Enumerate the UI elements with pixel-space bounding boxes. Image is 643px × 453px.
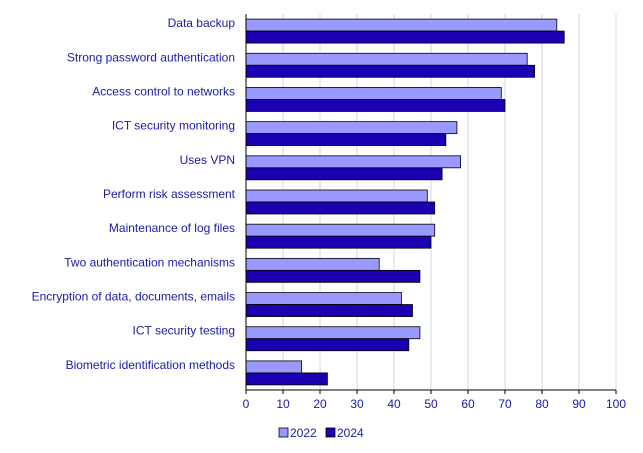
bar-2022 bbox=[245, 257, 380, 271]
bar-2022 bbox=[245, 189, 428, 203]
bar-2024 bbox=[245, 201, 436, 215]
axes bbox=[245, 14, 617, 394]
category-label: Strong password authentication bbox=[67, 50, 235, 64]
category-label: Two authentication mechanisms bbox=[64, 255, 235, 269]
bar-2022 bbox=[245, 87, 502, 100]
bar-2024 bbox=[245, 30, 565, 44]
bar-2022 bbox=[245, 326, 421, 340]
category-label: ICT security testing bbox=[133, 324, 235, 338]
category-label: Biometric identification methods bbox=[66, 358, 235, 372]
category-label: ICT security monitoring bbox=[112, 119, 235, 133]
x-tick-label: 90 bbox=[572, 397, 586, 411]
x-tick-label: 30 bbox=[350, 397, 364, 411]
x-tick-label: 0 bbox=[243, 397, 250, 411]
legend-swatch-2022 bbox=[278, 427, 289, 438]
category-label: Encryption of data, documents, emails bbox=[32, 290, 235, 304]
bar-2024 bbox=[245, 64, 536, 78]
x-tick-label: 70 bbox=[498, 397, 512, 411]
x-tick-label: 20 bbox=[313, 397, 327, 411]
category-label: Data backup bbox=[168, 16, 236, 30]
bars bbox=[245, 18, 565, 386]
x-tick-labels: 0 10 20 30 40 50 60 70 80 90 100 bbox=[243, 397, 627, 411]
bar-2022 bbox=[245, 292, 402, 305]
bar-2022 bbox=[245, 360, 302, 374]
legend: 2022 2024 bbox=[278, 426, 364, 440]
x-tick-label: 40 bbox=[387, 397, 401, 411]
category-label: Uses VPN bbox=[180, 153, 235, 167]
category-label: Access control to networks bbox=[92, 84, 235, 98]
category-label: Maintenance of log files bbox=[109, 221, 235, 235]
category-labels: Data backup Strong password authenticatio… bbox=[32, 16, 236, 372]
bar-2024 bbox=[245, 167, 443, 181]
bar-2022 bbox=[245, 52, 528, 66]
bar-2022 bbox=[245, 155, 462, 169]
x-tick-label: 80 bbox=[535, 397, 549, 411]
legend-swatch-2024 bbox=[325, 427, 336, 438]
x-tick-label: 10 bbox=[276, 397, 290, 411]
x-tick-label: 60 bbox=[461, 397, 475, 411]
bar-2024 bbox=[245, 133, 447, 147]
bar-2024 bbox=[245, 372, 328, 386]
bar-2024 bbox=[245, 99, 506, 112]
x-tick-label: 100 bbox=[606, 397, 626, 411]
bar-2024 bbox=[245, 269, 421, 283]
category-label: Perform risk assessment bbox=[103, 187, 236, 201]
bar-2022 bbox=[245, 223, 436, 237]
x-tick-label: 50 bbox=[424, 397, 438, 411]
bar-2024 bbox=[245, 338, 410, 352]
bar-2024 bbox=[245, 235, 432, 249]
bar-2022 bbox=[245, 121, 458, 135]
bar-2024 bbox=[245, 304, 413, 317]
bar-2022 bbox=[245, 18, 558, 32]
legend-label-2022: 2022 bbox=[290, 426, 317, 440]
legend-label-2024: 2024 bbox=[337, 426, 364, 440]
